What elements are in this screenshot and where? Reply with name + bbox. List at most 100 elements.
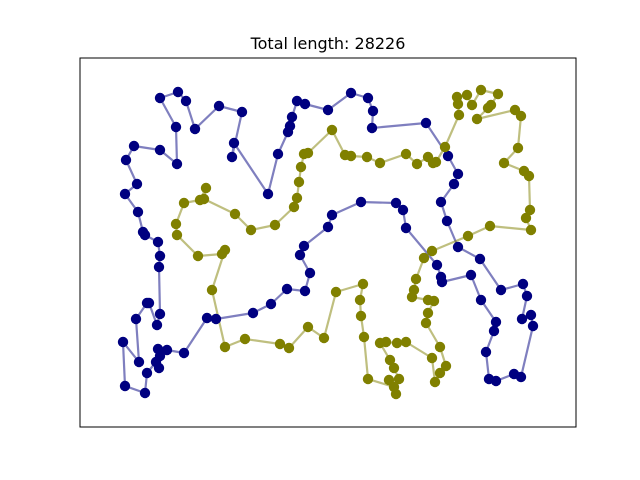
stop-point-1-16 [323,105,333,115]
stop-point-1-55 [305,268,315,278]
stop-point-2-75 [179,198,189,208]
stop-point-2-60 [355,295,365,305]
stop-point-2-5 [375,158,385,168]
stop-point-1-39 [481,347,491,357]
stop-point-2-48 [392,338,402,348]
stop-point-2-65 [284,343,294,353]
stop-point-2-73 [172,230,182,240]
stop-point-2-52 [389,363,399,373]
stop-point-1-41 [491,317,501,327]
stop-point-1-30 [518,279,528,289]
stop-point-1-51 [327,210,337,220]
stop-point-2-62 [331,287,341,297]
stop-point-2-12 [454,110,464,120]
stop-point-2-81 [270,220,280,230]
stop-point-2-84 [294,177,304,187]
stop-point-1-24 [449,179,459,189]
stop-point-2-46 [427,353,437,363]
stop-point-1-27 [453,242,463,252]
stop-point-2-6 [401,149,411,159]
stop-point-1-87 [129,141,139,151]
stop-point-1-8 [229,138,239,148]
stop-point-1-6 [237,107,247,117]
stop-point-1-57 [282,284,292,294]
stop-point-1-9 [263,189,273,199]
stop-point-1-50 [356,197,366,207]
stop-point-2-3 [346,151,356,161]
stop-point-2-78 [199,194,209,204]
stop-point-2-23 [516,111,526,121]
stop-point-1-17 [346,88,356,98]
stop-point-1-84 [120,189,130,199]
stop-point-1-38 [484,374,494,384]
stop-point-2-45 [430,377,440,387]
stop-point-2-77 [201,183,211,193]
stop-point-1-5 [214,101,224,111]
stop-point-1-20 [367,123,377,133]
stop-point-2-30 [526,225,536,235]
stop-point-2-18 [493,89,503,99]
stop-point-1-89 [172,159,182,169]
stop-point-2-33 [427,246,437,256]
stop-point-2-39 [429,296,439,306]
stop-point-1-78 [154,262,164,272]
stop-point-1-22 [443,151,453,161]
stop-point-2-31 [485,221,495,231]
stop-point-2-44 [435,368,445,378]
stop-point-1-13 [287,112,297,122]
stop-point-1-68 [142,368,152,378]
stop-point-1-46 [432,260,442,270]
stop-point-1-25 [436,197,446,207]
stop-point-1-62 [179,348,189,358]
stop-point-2-1 [327,125,337,135]
stop-point-1-73 [131,314,141,324]
stop-point-1-31 [522,291,532,301]
stop-point-1-88 [155,145,165,155]
stop-point-1-85 [132,179,142,189]
stop-point-2-85 [296,162,306,172]
chart-title: Total length: 28226 [250,34,406,53]
stop-point-2-50 [375,338,385,348]
stop-point-2-17 [476,85,486,95]
stop-point-1-4 [190,124,200,134]
stop-point-2-16 [467,100,477,110]
stop-point-1-56 [300,286,310,296]
stop-point-2-59 [356,311,366,321]
stop-point-2-80 [246,225,256,235]
stop-point-1-65 [153,344,163,354]
stop-point-1-76 [152,320,162,330]
stop-point-2-58 [359,332,369,342]
stop-point-1-10 [273,149,283,159]
stop-point-2-10 [431,157,441,167]
stop-point-1-19 [368,106,378,116]
stop-point-2-64 [303,322,313,332]
stop-point-1-80 [153,237,163,247]
stop-point-1-28 [475,254,485,264]
stop-point-2-27 [524,171,534,181]
stop-point-2-14 [452,92,462,102]
stop-point-1-7 [227,152,237,162]
stop-point-1-54 [295,250,305,260]
stop-point-2-40 [423,308,433,318]
stop-point-2-34 [419,253,429,263]
stop-point-1-33 [526,310,536,320]
stop-point-2-42 [435,342,445,352]
stop-point-1-32 [517,314,527,324]
stop-point-1-36 [509,369,519,379]
stop-point-2-82 [289,202,299,212]
stop-point-1-49 [391,198,401,208]
stop-point-1-1 [155,93,165,103]
stop-point-1-18 [363,93,373,103]
stop-point-2-32 [463,231,473,241]
stop-point-1-61 [202,313,212,323]
stop-point-2-35 [411,274,421,284]
stop-point-1-86 [121,155,131,165]
stop-point-2-29 [521,213,531,223]
stop-point-1-23 [453,169,463,179]
stop-point-2-72 [193,251,203,261]
stop-point-1-71 [118,337,128,347]
stop-point-2-68 [220,342,230,352]
stop-point-1-82 [138,227,148,237]
stop-point-2-71 [217,249,227,259]
stop-point-1-67 [151,357,161,367]
